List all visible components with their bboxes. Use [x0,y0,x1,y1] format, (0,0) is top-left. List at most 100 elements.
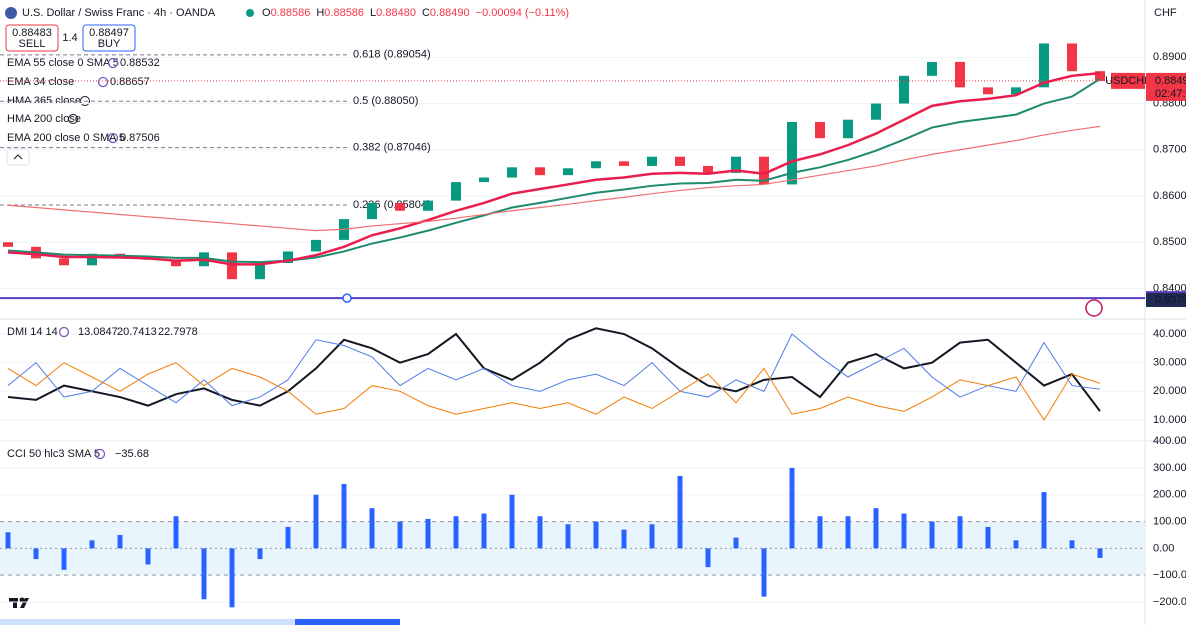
collapse-button[interactable] [6,148,30,166]
price-label: 0.88490 [1155,75,1186,87]
scrollbar[interactable] [0,619,400,625]
fib-label: 0.236 (0.85804) [353,199,431,211]
sell-label: SELL [19,38,46,50]
cci-bar [341,484,347,549]
spread: 1.4 [62,32,77,44]
candle [927,61,937,76]
settings-icon [58,326,70,338]
candle [1039,43,1049,88]
quote-value: 0.88586 [271,7,311,19]
quote: O0.88586 H0.88586 L0.88480 C0.88490 −0.00094… [262,7,569,19]
price-badge [1146,72,1186,101]
legend-name: EMA 34 close [7,76,74,88]
pane-title: DMI 14 14 [7,326,58,338]
collapse-icon [13,154,23,160]
sell-button[interactable] [5,24,59,52]
buy-price: 0.88497 [89,27,129,39]
buy-button[interactable] [82,24,136,52]
indicator-line [7,362,1101,421]
settings-icon [107,57,119,69]
indicator-line [7,71,1101,266]
cci-bar [565,524,571,549]
legend-name: EMA 200 close 0 SMA 5 [7,132,125,144]
hidden-indicator: HMA 200 close [7,113,81,125]
candle [591,161,601,169]
candle [395,202,405,211]
legend-value: 13.0847 [78,326,118,338]
cci-bar [537,516,543,549]
cci-bar [397,521,403,549]
cci-bar [509,494,515,549]
candle [451,182,461,201]
cci-bar [761,548,767,597]
cci-bar [873,508,879,549]
fib-label: 0.618 (0.89054) [353,49,431,61]
quote-change: −0.00094 (−0.11%) [476,7,569,19]
candle [171,259,181,267]
cci-bar [789,467,795,549]
cci-bar [901,513,907,549]
legend-value: −35.68 [115,448,149,460]
candle [563,168,573,176]
candle [255,262,265,280]
candle [619,161,629,166]
settings-icon [107,132,119,144]
cci-bar [677,476,683,549]
quote-key: L [370,7,376,19]
alert-icon[interactable] [1085,299,1103,317]
candle [1067,43,1077,72]
cci-bar [649,524,655,549]
buy-label: BUY [98,38,121,50]
quote-value: 0.88490 [430,7,470,19]
quote-key: C [422,7,430,19]
cci-bar [201,548,207,600]
candle [59,258,69,266]
candle [787,122,797,185]
candle [227,252,237,280]
candle [87,253,97,266]
candle [759,156,769,185]
cci-bar [5,532,11,549]
cci-bar [845,516,851,549]
level-handle [342,293,352,303]
cci-bar [33,548,39,560]
cci-bar [369,508,375,549]
cci-bar [1097,548,1103,558]
cci-bar [1069,540,1075,549]
cci-bar [453,516,459,549]
pane-title: CCI 50 hlc3 SMA 5 [7,448,100,460]
symbol-label: USDCHF [1105,75,1151,87]
legend-value: 0.87506 [120,132,160,144]
candle [843,119,853,139]
cci-bar [145,548,151,565]
candle [899,75,909,104]
y-tick-label: 40.0000 [1153,328,1186,340]
legend-value: 22.7978 [158,326,198,338]
cci-bar [817,516,823,549]
quote-value: 0.88480 [376,7,416,19]
candle [815,122,825,139]
y-tick-label: 30.0000 [1153,357,1186,369]
scrollbar-thumb[interactable] [295,619,400,625]
legend-value: 20.7413 [117,326,157,338]
cci-bar [229,548,235,608]
cci-bar [593,521,599,549]
cci-bar [117,534,123,549]
cci-bar [173,516,179,549]
cci-bar [257,548,263,560]
flag-icon [5,7,17,19]
candle [535,167,545,176]
y-tick-label: 300.00 [1153,462,1186,474]
candle [367,202,377,220]
indicator-line [7,333,1101,407]
y-tick-label: 10.0000 [1153,414,1186,426]
candle [507,167,517,178]
cci-bar [621,529,627,549]
indicator-line [7,125,1101,232]
cci-bar [705,548,711,568]
symbol-badge [1111,72,1145,89]
y-tick-label: 0.00 [1153,542,1174,554]
